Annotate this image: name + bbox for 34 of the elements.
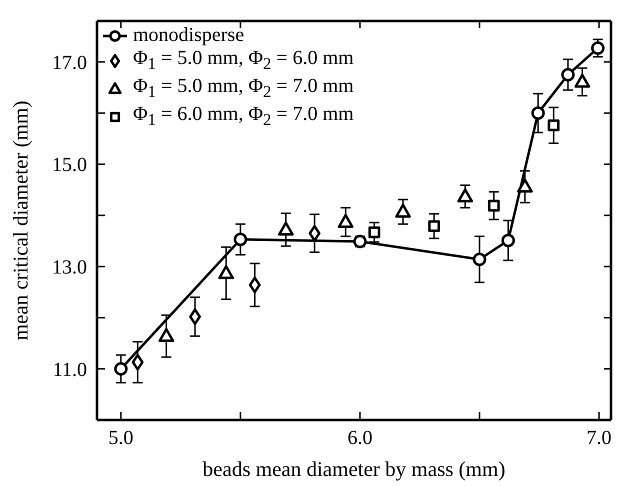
point bbox=[158, 328, 174, 342]
point bbox=[132, 354, 144, 371]
legend-label: Φ$_{1}$ = 6.0 mm, Φ$_{2}$ = 7.0 mm bbox=[133, 103, 354, 131]
x-tick-label: 7.0 bbox=[586, 427, 612, 449]
point bbox=[114, 362, 128, 376]
point bbox=[561, 68, 575, 82]
point bbox=[517, 178, 533, 193]
point bbox=[501, 234, 515, 248]
point bbox=[234, 232, 248, 246]
point bbox=[278, 222, 294, 236]
point bbox=[591, 41, 605, 55]
x-axis-title: beads mean diameter by mass (mm) bbox=[202, 457, 506, 481]
point bbox=[248, 276, 261, 294]
point bbox=[574, 74, 590, 88]
point bbox=[457, 188, 474, 202]
x-tick-label: 6.0 bbox=[347, 427, 372, 449]
y-tick-label: 13.0 bbox=[52, 256, 87, 279]
y-tick-label: 15.0 bbox=[52, 154, 87, 176]
point bbox=[488, 200, 500, 212]
point bbox=[548, 119, 560, 132]
y-axis-title: mean critical diameter (mm) bbox=[8, 100, 32, 340]
point bbox=[218, 265, 234, 280]
legend-label: monodisperse bbox=[133, 24, 244, 47]
point bbox=[395, 204, 411, 218]
legend-label: Φ$_{1}$ = 5.0 mm, Φ$_{2}$ = 7.0 mm bbox=[133, 75, 354, 103]
point bbox=[338, 214, 354, 228]
y-tick-label: 11.0 bbox=[52, 358, 87, 381]
point bbox=[368, 226, 380, 238]
y-tick-label: 17.0 bbox=[52, 52, 87, 74]
point bbox=[531, 106, 545, 120]
point bbox=[472, 252, 486, 266]
x-tick-label: 5.0 bbox=[108, 427, 134, 449]
legend-label: Φ$_{1}$ = 5.0 mm, Φ$_{2}$ = 6.0 mm bbox=[133, 47, 354, 75]
point bbox=[428, 220, 440, 232]
